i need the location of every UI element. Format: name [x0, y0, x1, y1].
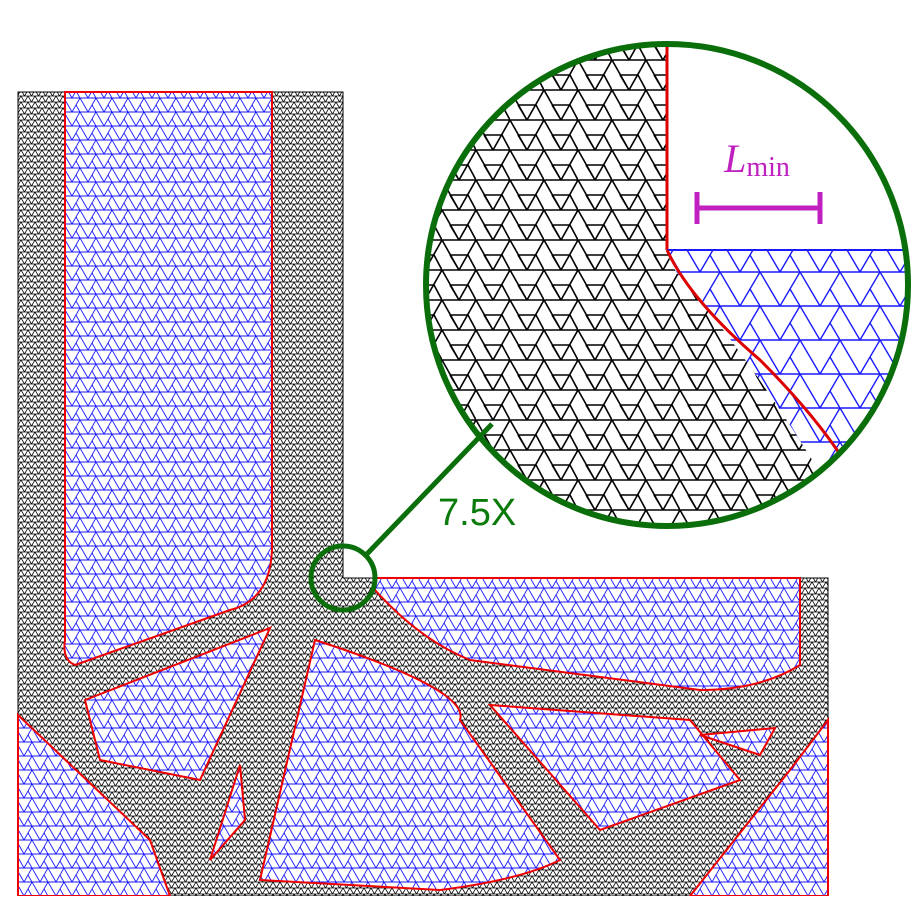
length-subscript: min	[746, 152, 790, 183]
length-symbol: L	[723, 136, 746, 181]
zoom-connector	[365, 424, 492, 556]
figure: 7.5X Lmin	[0, 0, 913, 896]
zoom-label: 7.5X	[438, 492, 516, 534]
